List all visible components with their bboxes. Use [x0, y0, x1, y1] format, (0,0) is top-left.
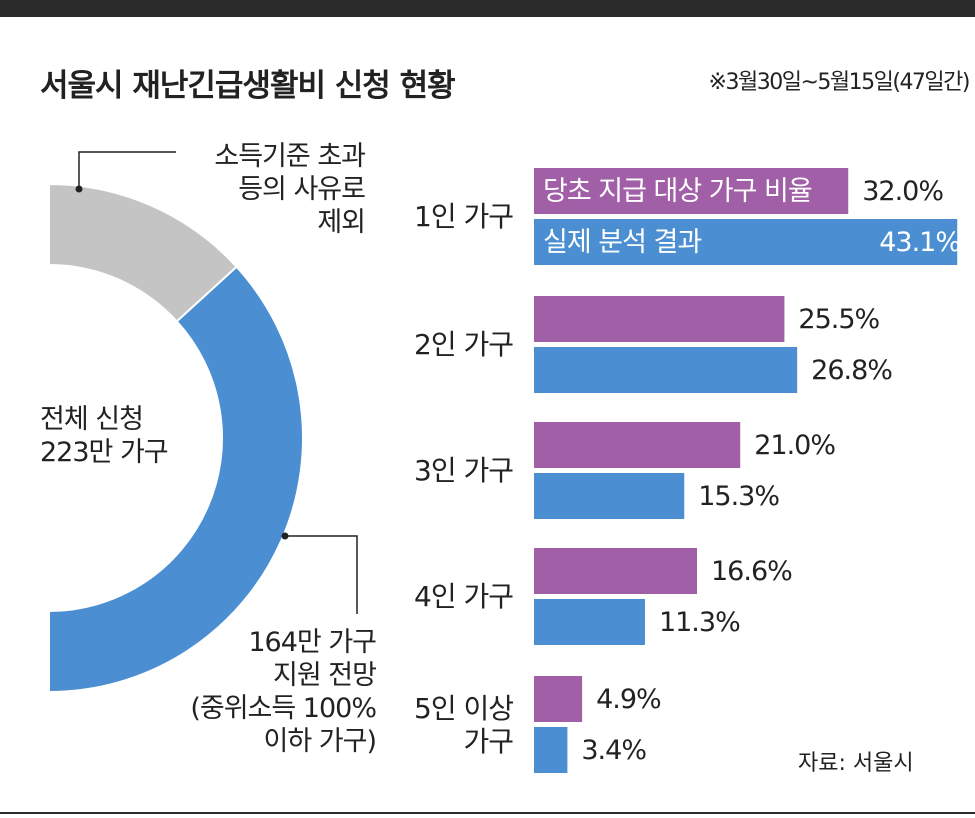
donut-label-supported-line: (중위소득 100%	[190, 693, 377, 724]
category-label-3-line: 3인 가구	[414, 454, 514, 487]
donut-center-label-line: 223만 가구	[40, 437, 169, 468]
donut-label-excluded-line: 소득기준 초과	[214, 141, 366, 172]
bar-actual-4	[534, 599, 645, 645]
bottom-rule	[0, 812, 975, 814]
legend-planned: 당초 지급 대상 가구 비율	[543, 175, 813, 208]
donut-label-supported-line: 164만 가구	[248, 627, 377, 658]
value-label-planned-3: 21.0%	[754, 429, 836, 462]
donut-slice-1	[48, 265, 304, 694]
callout-dot-excluded	[75, 185, 83, 193]
value-label-planned-5-line: 4.9%	[596, 684, 662, 715]
bar-planned-1	[534, 168, 849, 214]
value-label-actual-1: 43.1%	[879, 226, 961, 259]
value-label-planned-2-line: 25.5%	[798, 304, 880, 335]
top-rule	[0, 0, 975, 17]
donut-center-label: 전체 신청 223만 가구	[40, 403, 169, 469]
period-note: ※3월30일~5월15일(47일간)	[708, 70, 971, 95]
value-label-actual-5: 3.4%	[581, 734, 647, 767]
category-label-5-line: 5인 이상	[414, 691, 514, 725]
bar-planned-4	[534, 548, 698, 594]
bar-actual-3	[534, 473, 685, 519]
value-label-actual-3: 15.3%	[698, 480, 780, 513]
value-label-actual-1-line: 43.1%	[879, 227, 961, 258]
bar-actual-2	[534, 347, 798, 393]
source-note: 자료: 서울시	[798, 751, 914, 776]
category-label-2: 2인 가구	[414, 328, 514, 361]
value-label-planned-1-line: 32.0%	[862, 176, 944, 207]
value-label-actual-4-line: 11.3%	[658, 607, 741, 638]
value-label-planned-5: 4.9%	[596, 683, 662, 716]
value-label-actual-4: 11.3%	[658, 606, 741, 639]
category-label-4-line: 4인 가구	[414, 580, 514, 613]
value-label-planned-4: 16.6%	[711, 555, 793, 588]
value-label-planned-1: 32.0%	[862, 175, 944, 208]
bar-planned-2	[534, 296, 785, 342]
donut-label-supported: 164만 가구 지원 전망 (중위소득 100% 이하 가구)	[190, 626, 377, 758]
bar-actual-1	[534, 219, 958, 265]
value-label-planned-4-line: 16.6%	[711, 556, 793, 587]
category-label-3: 3인 가구	[414, 454, 514, 487]
legend-actual: 실제 분석 결과	[543, 226, 702, 259]
value-label-actual-5-line: 3.4%	[581, 735, 647, 766]
donut-label-excluded-line: 등의 사유로	[238, 174, 366, 205]
value-label-actual-3-line: 15.3%	[698, 481, 780, 512]
donut-label-supported-line: 이하 가구)	[263, 726, 377, 757]
category-label-5: 5인 이상 가구	[414, 691, 514, 758]
value-label-actual-2: 26.8%	[811, 354, 893, 387]
bar-planned-3	[534, 422, 741, 468]
value-label-planned-2: 25.5%	[798, 303, 880, 336]
value-label-actual-2-line: 26.8%	[811, 355, 893, 386]
donut-label-excluded-line: 제외	[317, 207, 366, 238]
callout-line-supported	[285, 535, 358, 614]
category-label-1: 1인 가구	[414, 200, 514, 233]
donut-center-label-line: 전체 신청	[40, 404, 144, 435]
callout-dot-supported	[281, 532, 289, 540]
bar-actual-5	[534, 727, 568, 773]
bar-planned-5	[534, 676, 583, 722]
legend-planned-line: 당초 지급 대상 가구 비율	[543, 176, 813, 207]
category-label-4: 4인 가구	[414, 580, 514, 613]
legend-actual-line: 실제 분석 결과	[543, 227, 702, 258]
category-label-5-line: 가구	[463, 724, 514, 758]
chart-title: 서울시 재난긴급생활비 신청 현황	[40, 68, 456, 104]
value-label-planned-3-line: 21.0%	[754, 430, 836, 461]
category-label-1-line: 1인 가구	[414, 200, 514, 233]
category-label-2-line: 2인 가구	[414, 328, 514, 361]
callout-line-excluded	[78, 151, 176, 189]
donut-label-excluded: 소득기준 초과 등의 사유로 제외	[214, 140, 366, 239]
donut-label-supported-line: 지원 전망	[273, 660, 377, 691]
